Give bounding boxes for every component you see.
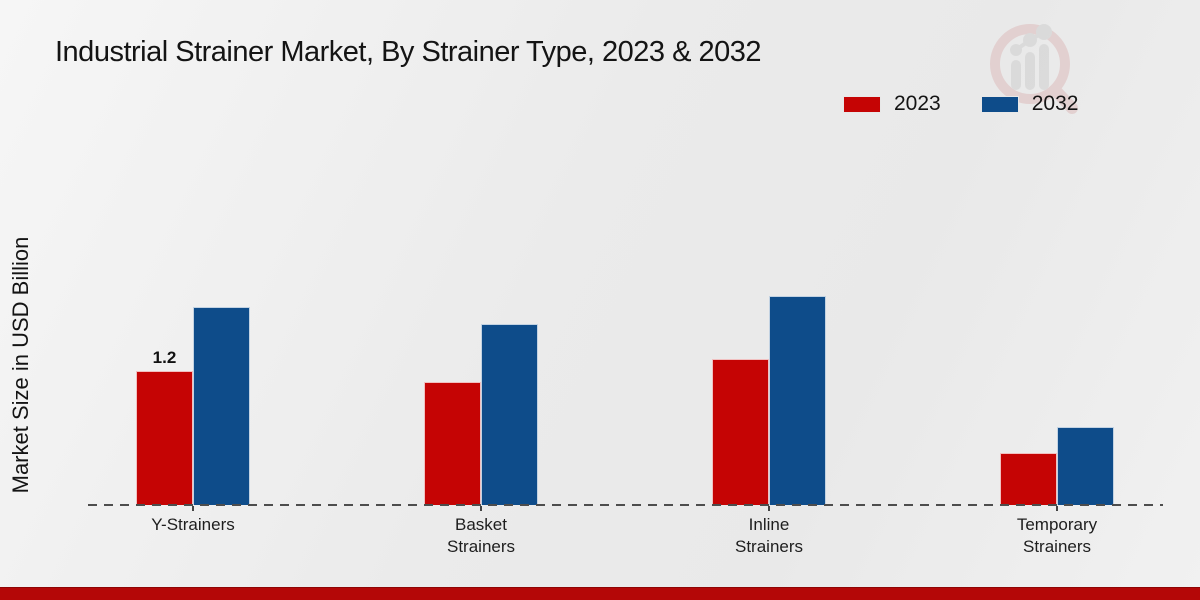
y-axis-label: Market Size in USD Billion [8, 236, 33, 494]
bar-2023-basket-strainers [424, 382, 481, 505]
legend: 2023 2032 [843, 92, 1078, 116]
x-axis-baseline [88, 504, 1163, 506]
bar-2032-basket-strainers [481, 324, 538, 505]
bar-2023-inline-strainers [712, 359, 769, 505]
x-tick-inline-strainers [768, 506, 770, 511]
legend-label: 2032 [1031, 92, 1079, 115]
footer-accent-bar [0, 587, 1200, 600]
legend-swatch-2032 [980, 95, 1019, 113]
legend-item-2032: 2032 [980, 92, 1079, 116]
legend-swatch-2023 [843, 95, 881, 113]
bar-2023-y-strainers [136, 371, 193, 505]
x-category-label-basket-strainers: Basket Strainers [446, 515, 516, 557]
x-tick-y-strainers [192, 506, 194, 511]
bar-2032-y-strainers [193, 307, 250, 505]
x-category-label-y-strainers: Y-Strainers [151, 515, 235, 534]
x-category-label-inline-strainers: Inline Strainers [734, 515, 804, 557]
bar-value-label: 1.2 [152, 348, 177, 367]
x-tick-temporary-strainers [1056, 506, 1058, 511]
bar-2032-temporary-strainers [1057, 427, 1114, 505]
legend-item-2023: 2023 [843, 92, 941, 116]
bar-2032-inline-strainers [769, 296, 826, 505]
x-category-label-temporary-strainers: Temporary Strainers [1016, 515, 1098, 557]
bar-2023-temporary-strainers [1000, 453, 1057, 505]
x-tick-basket-strainers [480, 506, 482, 511]
chart-title: Industrial Strainer Market, By Strainer … [55, 36, 762, 68]
legend-label: 2023 [894, 92, 941, 115]
brand-watermark-icon [990, 24, 1078, 114]
